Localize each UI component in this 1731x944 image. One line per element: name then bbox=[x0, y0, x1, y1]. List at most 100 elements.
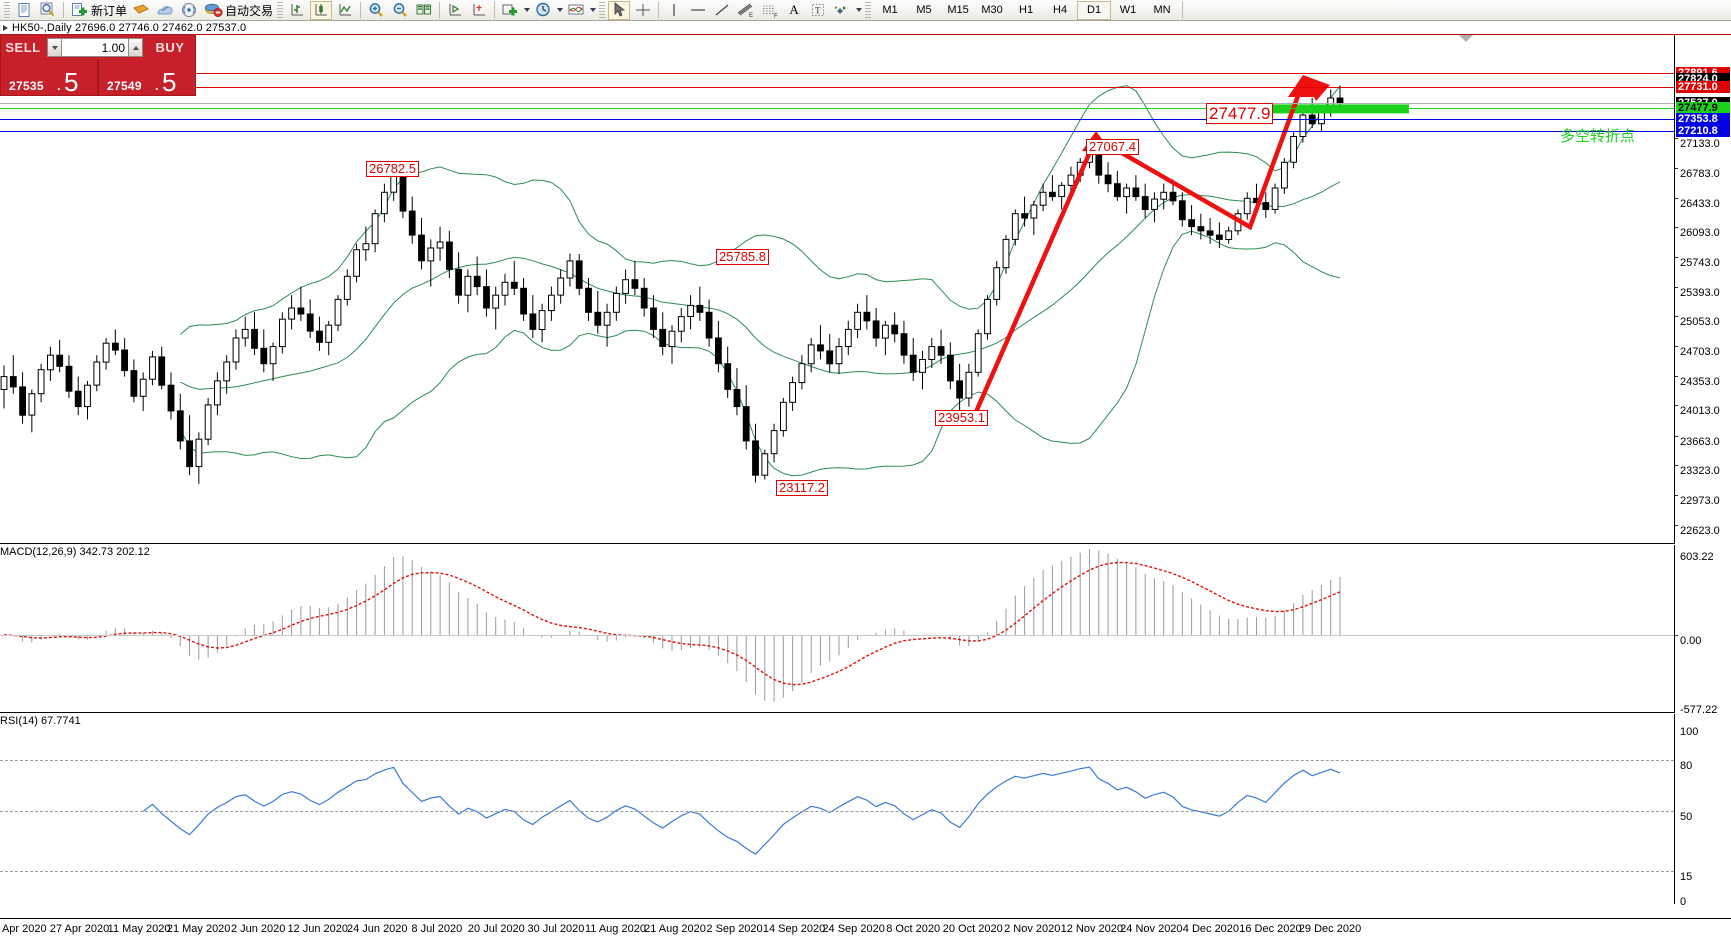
objects-list-icon[interactable] bbox=[831, 1, 853, 20]
tile-windows-icon[interactable] bbox=[413, 1, 435, 20]
rsi-pane[interactable]: RSI(14) 67.7741 bbox=[0, 714, 1674, 904]
volume-increase-button[interactable] bbox=[128, 38, 143, 57]
one-click-price-row: 27535 . 5 27549 . 5 bbox=[1, 60, 195, 96]
data-window-icon[interactable] bbox=[37, 1, 59, 20]
buy-price-fraction: 5 bbox=[162, 67, 177, 97]
templates-icon[interactable] bbox=[565, 1, 587, 20]
zoom-out-icon[interactable] bbox=[389, 1, 411, 20]
volume-stepper[interactable]: 1.00 bbox=[47, 38, 143, 57]
autoscroll-icon[interactable] bbox=[468, 1, 490, 20]
one-click-top-row: SELL 1.00 BUY bbox=[1, 35, 195, 60]
macd-plot bbox=[3, 549, 1341, 702]
level-line[interactable] bbox=[0, 119, 1674, 121]
annotation-swing-high[interactable]: 26782.5 bbox=[366, 161, 419, 177]
time-label: 8 Oct 2020 bbox=[886, 923, 941, 935]
volume-input[interactable]: 1.00 bbox=[62, 38, 128, 57]
add-indicator-icon[interactable] bbox=[499, 1, 521, 20]
timeframe-m1[interactable]: M1 bbox=[882, 4, 898, 16]
add-indicator-dropdown-arrow[interactable] bbox=[522, 1, 531, 19]
buy-price[interactable]: 27549 . 5 bbox=[99, 60, 195, 96]
level-line[interactable] bbox=[0, 72, 1674, 74]
macd-scale: 603.22 0.00 -577.22 bbox=[1674, 545, 1731, 716]
metaeditor-icon[interactable] bbox=[154, 1, 176, 20]
volume-decrease-button[interactable] bbox=[47, 38, 62, 57]
time-label: 24 Sep 2020 bbox=[822, 923, 885, 935]
sell-price[interactable]: 27535 . 5 bbox=[1, 60, 99, 96]
period-separator-icon[interactable] bbox=[532, 1, 554, 20]
terminal-icon[interactable] bbox=[130, 1, 152, 20]
new-order-icon[interactable] bbox=[68, 1, 90, 20]
time-label: 12 Jun 2020 bbox=[287, 923, 348, 935]
rsi-label: RSI(14) 67.7741 bbox=[0, 715, 81, 727]
price-label-pivot-line: 27210.8 bbox=[1676, 125, 1730, 138]
time-label: 8 Jul 2020 bbox=[411, 923, 463, 935]
annotation-swing-high[interactable]: 27067.4 bbox=[1086, 139, 1139, 155]
timeframe-h1[interactable]: H1 bbox=[1019, 4, 1034, 16]
bar-chart-icon[interactable] bbox=[286, 1, 308, 20]
zoom-in-icon[interactable] bbox=[365, 1, 387, 20]
one-click-trading-panel[interactable]: SELL 1.00 BUY 27535 . 5 27549 . 5 bbox=[0, 34, 196, 96]
toolbar-separator-3 bbox=[439, 2, 441, 18]
signals-icon[interactable] bbox=[178, 1, 200, 20]
time-label: 11 Aug 2020 bbox=[584, 923, 646, 935]
timeframe-m30[interactable]: M30 bbox=[981, 4, 1003, 16]
chinese-annotation[interactable]: 多空转折点 bbox=[1560, 127, 1636, 145]
equidistant-channel-icon[interactable]: E bbox=[735, 1, 757, 20]
buy-price-integer: 27549 bbox=[107, 79, 142, 93]
annotation-target-price[interactable]: 27477.9 bbox=[1206, 103, 1274, 124]
objects-dropdown-arrow[interactable] bbox=[854, 1, 863, 19]
chart-scroll-marker[interactable] bbox=[1459, 35, 1473, 42]
cursor-icon[interactable] bbox=[608, 0, 631, 20]
new-order-label[interactable]: 新订单 bbox=[91, 3, 128, 18]
rsi-plot bbox=[142, 766, 1341, 855]
trendline-icon[interactable] bbox=[711, 1, 733, 20]
toolbar-separator-6 bbox=[1182, 2, 1184, 18]
annotation-swing-low[interactable]: 23953.1 bbox=[935, 410, 988, 426]
toolbar-grip-2[interactable] bbox=[277, 1, 284, 19]
level-line[interactable] bbox=[0, 108, 1674, 110]
annotation-swing-low[interactable]: 23117.2 bbox=[776, 480, 829, 496]
period-dropdown-arrow[interactable] bbox=[555, 1, 564, 19]
new-chart-icon[interactable] bbox=[13, 1, 35, 20]
sell-button[interactable]: SELL bbox=[5, 40, 41, 55]
level-line[interactable] bbox=[0, 86, 1674, 88]
fibonacci-retracement-icon[interactable]: F bbox=[759, 1, 781, 20]
text-label-tool-icon[interactable]: T bbox=[807, 1, 829, 20]
timeframe-d1[interactable]: D1 bbox=[1077, 0, 1112, 20]
toolbar-grip-3[interactable] bbox=[599, 1, 606, 19]
timeframe-m5[interactable]: M5 bbox=[916, 4, 932, 16]
toolbar-grip[interactable] bbox=[4, 1, 10, 19]
price-pane[interactable]: 26782.5 25785.8 23117.2 23953.1 27067.4 27477… bbox=[0, 35, 1674, 544]
timeframe-m15[interactable]: M15 bbox=[947, 4, 969, 16]
vertical-line-icon[interactable] bbox=[663, 1, 685, 20]
timeframe-mn[interactable]: MN bbox=[1153, 4, 1171, 16]
time-label: 27 Apr 2020 bbox=[49, 923, 110, 935]
sell-price-dot: . bbox=[57, 78, 61, 93]
buy-button[interactable]: BUY bbox=[155, 40, 185, 55]
crosshair-icon[interactable] bbox=[632, 1, 654, 20]
chart-container: 26782.5 25785.8 23117.2 23953.1 27067.4 27477… bbox=[0, 34, 1731, 918]
text-tool-label: A bbox=[789, 2, 799, 17]
chart-collapse-icon[interactable] bbox=[3, 24, 8, 31]
level-line[interactable] bbox=[0, 131, 1674, 133]
price-label-support-zone: 27477.9 bbox=[1676, 102, 1730, 115]
text-tool-icon[interactable]: A bbox=[783, 1, 805, 20]
templates-dropdown-arrow[interactable] bbox=[588, 1, 597, 19]
price-label-resistance-line: 27731.0 bbox=[1676, 80, 1730, 93]
price-scale[interactable]: 27133.0 26783.0 26433.0 26093.0 25743.0 25393… bbox=[1674, 35, 1731, 566]
line-chart-icon[interactable] bbox=[334, 1, 356, 20]
level-line[interactable] bbox=[0, 103, 1674, 105]
time-label: 29 Dec 2020 bbox=[1298, 923, 1362, 935]
annotation-swing-high[interactable]: 25785.8 bbox=[716, 249, 769, 265]
toolbar-grip-4[interactable] bbox=[865, 1, 872, 19]
timeframe-w1[interactable]: W1 bbox=[1119, 4, 1137, 16]
rsi-level-line bbox=[0, 760, 1674, 761]
horizontal-line-icon[interactable] bbox=[687, 1, 709, 20]
chart-shift-icon[interactable] bbox=[444, 1, 466, 20]
candlestick-chart-icon[interactable] bbox=[310, 0, 333, 20]
autotrading-icon[interactable] bbox=[202, 1, 224, 20]
timeframe-h4[interactable]: H4 bbox=[1053, 4, 1068, 16]
macd-pane[interactable]: MACD(12,26,9) 342.73 202.12 bbox=[0, 545, 1674, 713]
autotrading-label[interactable]: 自动交易 bbox=[225, 3, 274, 18]
